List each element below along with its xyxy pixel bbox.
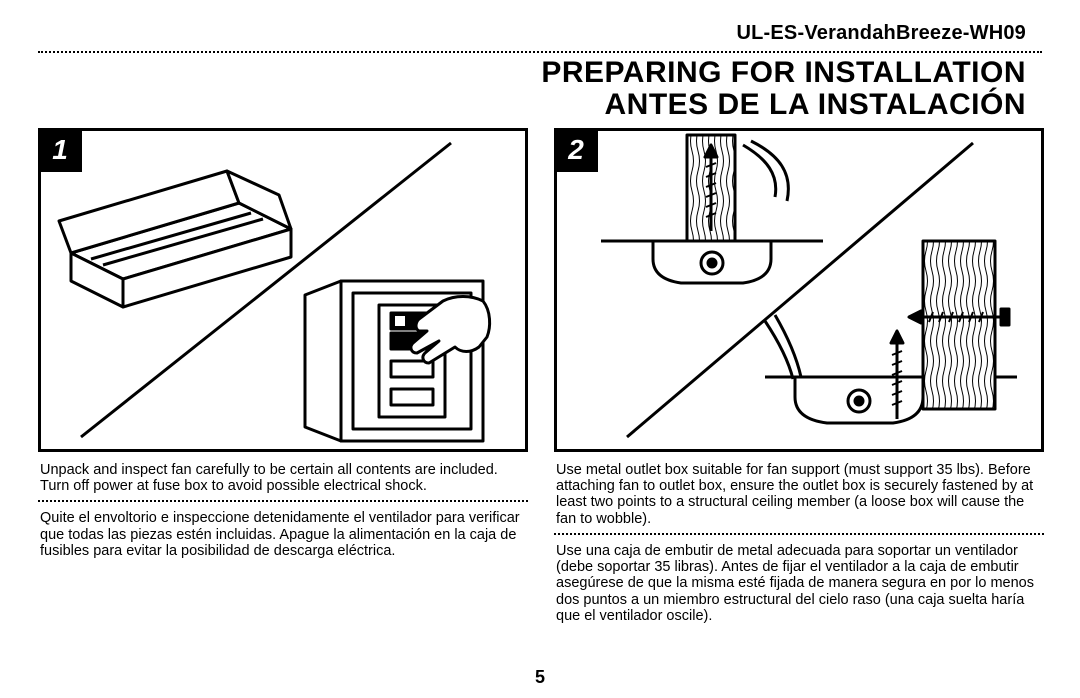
section-title-en: PREPARING FOR INSTALLATION [38, 57, 1026, 89]
step-1-caption-divider [38, 500, 528, 502]
step-1-caption-es: Quite el envoltorio e inspeccione deteni… [38, 510, 528, 559]
step-panel-1: 1 [38, 128, 528, 624]
title-divider [38, 51, 1042, 53]
section-title-es: ANTES DE LA INSTALACIÓN [38, 89, 1026, 121]
page-number: 5 [0, 667, 1080, 688]
step-2-badge: 2 [554, 128, 598, 172]
step-2-caption-divider [554, 533, 1044, 535]
step-2-illustration [557, 131, 1041, 449]
step-panel-2: 2 [554, 128, 1044, 624]
step-2-caption-en: Use metal outlet box suitable for fan su… [554, 462, 1044, 527]
step-2-figure: 2 [554, 128, 1044, 452]
step-1-caption-en: Unpack and inspect fan carefully to be c… [38, 462, 528, 494]
step-1-illustration [41, 131, 525, 449]
step-2-caption-es: Use una caja de embutir de metal adecuad… [554, 543, 1044, 624]
step-1-badge: 1 [38, 128, 82, 172]
section-title: PREPARING FOR INSTALLATION ANTES DE LA I… [38, 57, 1042, 120]
step-panels: 1 [38, 128, 1042, 624]
manual-page: UL-ES-VerandahBreeze-WH09 PREPARING FOR … [0, 0, 1080, 698]
model-number: UL-ES-VerandahBreeze-WH09 [38, 22, 1042, 45]
step-1-figure: 1 [38, 128, 528, 452]
